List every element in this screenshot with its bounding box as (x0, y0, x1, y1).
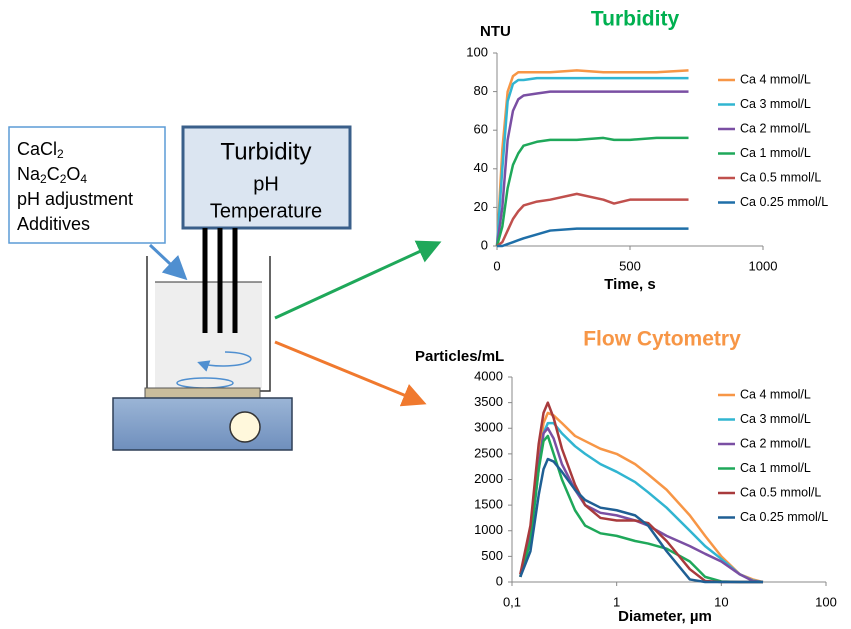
reagent-box (8, 126, 166, 244)
data-line (495, 76, 689, 247)
x-tick-label: 100 (815, 594, 837, 609)
y-tick-label: 20 (474, 199, 488, 214)
legend-label: Ca 0.25 mmol/L (740, 195, 828, 209)
y-tick-label: 2500 (474, 445, 503, 460)
subscript: 2 (57, 147, 64, 161)
subscript: 2 (60, 172, 67, 186)
reagent-text: pH adjustment (17, 189, 133, 209)
probe-label: Turbidity (220, 138, 311, 165)
y-tick-label: 0 (496, 573, 503, 588)
arrow-cytometry (274, 340, 427, 407)
y-tick-label: 500 (481, 548, 503, 563)
legend-label: Ca 0.25 mmol/L (740, 510, 828, 524)
legend-label: Ca 0.5 mmol/L (740, 170, 821, 184)
stirrer-base (112, 397, 293, 451)
x-axis-label: Diameter, µm (618, 608, 712, 625)
data-line (495, 136, 689, 247)
x-tick-label: 0 (493, 258, 500, 273)
legend-label: Ca 2 mmol/L (740, 436, 811, 450)
legend-label: Ca 2 mmol/L (740, 121, 811, 135)
probe-label: Temperature (210, 200, 322, 222)
y-tick-label: 1500 (474, 497, 503, 512)
legend-label: Ca 3 mmol/L (740, 412, 811, 426)
reagent-text: O (66, 164, 80, 184)
x-tick-label: 1000 (749, 258, 778, 273)
y-tick-label: 1000 (474, 522, 503, 537)
probe-box (181, 125, 352, 230)
y-tick-label: 60 (474, 122, 488, 137)
x-axis-label: Time, s (604, 276, 655, 293)
data-line (519, 457, 763, 584)
data-line (497, 227, 689, 248)
x-tick-label: 0,1 (503, 594, 521, 609)
reagent-text: CaCl (17, 139, 57, 159)
apparatus: CaCl2 Na2C2O4 pH adjustment Additives Turbi… (8, 125, 442, 451)
y-tick-label: 4000 (474, 368, 503, 383)
chart-title: Flow Cytometry (583, 328, 741, 351)
reagent-text: C (47, 164, 60, 184)
legend-label: Ca 4 mmol/L (740, 72, 811, 86)
data-line (519, 411, 764, 584)
data-line (495, 69, 689, 247)
liquid (155, 282, 262, 388)
subscript: 4 (80, 172, 87, 186)
data-line (496, 192, 689, 248)
addition-arrow (148, 243, 188, 281)
arrow-turbidity (274, 240, 442, 320)
y-tick-label: 2000 (474, 471, 503, 486)
y-tick-label: 40 (474, 160, 488, 175)
legend-label: Ca 0.5 mmol/L (740, 485, 821, 499)
x-tick-label: 10 (714, 594, 728, 609)
reagent-list: CaCl2 Na2C2O4 pH adjustment Additives (17, 139, 133, 234)
x-tick-label: 1 (613, 594, 620, 609)
y-tick-label: 3000 (474, 420, 503, 435)
probe-label: pH (253, 173, 279, 195)
data-line (519, 427, 764, 584)
y-axis-label: NTU (480, 23, 511, 40)
x-tick-label: 500 (619, 258, 641, 273)
knob (229, 411, 261, 443)
legend-label: Ca 4 mmol/L (740, 387, 811, 401)
legend-label: Ca 1 mmol/L (740, 146, 811, 160)
reagent-text: Additives (17, 214, 90, 234)
chart-title: Turbidity (591, 8, 680, 31)
data-line (495, 90, 689, 247)
y-tick-label: 0 (481, 237, 488, 252)
y-tick-label: 3500 (474, 394, 503, 409)
subscript: 2 (40, 172, 47, 186)
y-tick-label: 100 (466, 44, 488, 59)
y-axis-label: Particles/mL (415, 348, 504, 365)
hot-plate-top (144, 387, 261, 399)
stir-arrow (197, 351, 252, 372)
legend-label: Ca 3 mmol/L (740, 97, 811, 111)
legend-label: Ca 1 mmol/L (740, 461, 811, 475)
reagent-text: Na (17, 164, 41, 184)
y-tick-label: 80 (474, 83, 488, 98)
